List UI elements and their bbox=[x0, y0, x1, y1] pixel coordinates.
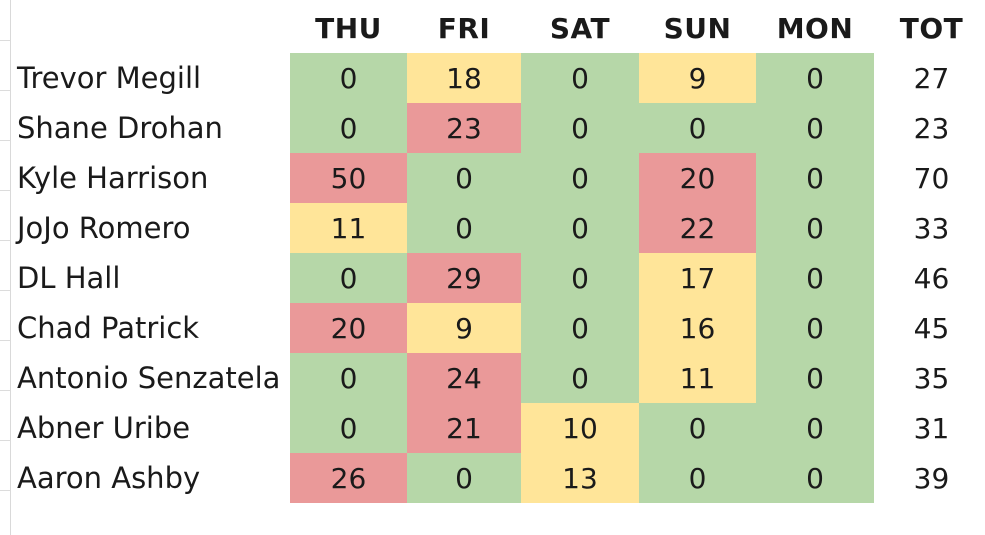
innings-table: THU FRI SAT SUN MON TOT Trevor Megill 0 18… bbox=[10, 3, 985, 503]
header-thu[interactable]: THU bbox=[315, 11, 382, 45]
value-cell-fri[interactable]: 18 bbox=[407, 53, 521, 103]
total-cell[interactable]: 35 bbox=[913, 361, 950, 395]
header-sat[interactable]: SAT bbox=[549, 11, 611, 45]
value-cell-fri[interactable]: 0 bbox=[407, 153, 521, 203]
value-cell-sun[interactable]: 17 bbox=[639, 253, 756, 303]
total-cell[interactable]: 33 bbox=[913, 211, 950, 245]
value-cell-mon[interactable]: 0 bbox=[756, 303, 874, 353]
value-cell-fri[interactable]: 0 bbox=[407, 453, 521, 503]
value-cell-thu[interactable]: 0 bbox=[290, 103, 407, 153]
value-cell-mon[interactable]: 0 bbox=[756, 203, 874, 253]
corner-cell[interactable] bbox=[10, 3, 290, 53]
value-cell-fri[interactable]: 0 bbox=[407, 203, 521, 253]
value-cell-sun[interactable]: 22 bbox=[639, 203, 756, 253]
value-cell-sat[interactable]: 0 bbox=[521, 353, 639, 403]
total-cell[interactable]: 70 bbox=[913, 161, 950, 195]
player-name-cell[interactable]: Aaron Ashby bbox=[17, 461, 201, 495]
value-cell-mon[interactable]: 0 bbox=[756, 153, 874, 203]
value-cell-sat[interactable]: 0 bbox=[521, 53, 639, 103]
total-cell[interactable]: 45 bbox=[913, 311, 950, 345]
header-fri[interactable]: FRI bbox=[437, 11, 491, 45]
player-name-cell[interactable]: Shane Drohan bbox=[17, 111, 223, 145]
value-cell-sat[interactable]: 0 bbox=[521, 303, 639, 353]
value-cell-fri[interactable]: 24 bbox=[407, 353, 521, 403]
header-tot[interactable]: TOT bbox=[899, 11, 964, 45]
player-name-cell[interactable]: Chad Patrick bbox=[17, 311, 200, 345]
row-header-strip[interactable] bbox=[0, 0, 11, 535]
value-cell-sat[interactable]: 0 bbox=[521, 153, 639, 203]
player-name-cell[interactable]: Kyle Harrison bbox=[17, 161, 209, 195]
value-cell-sun[interactable]: 11 bbox=[639, 353, 756, 403]
value-cell-thu[interactable]: 50 bbox=[290, 153, 407, 203]
value-cell-mon[interactable]: 0 bbox=[756, 103, 874, 153]
value-cell-sat[interactable]: 13 bbox=[521, 453, 639, 503]
value-cell-sat[interactable]: 0 bbox=[521, 253, 639, 303]
value-cell-fri[interactable]: 23 bbox=[407, 103, 521, 153]
value-cell-thu[interactable]: 0 bbox=[290, 403, 407, 453]
player-name-cell[interactable]: DL Hall bbox=[17, 261, 121, 295]
value-cell-mon[interactable]: 0 bbox=[756, 353, 874, 403]
value-cell-mon[interactable]: 0 bbox=[756, 53, 874, 103]
total-cell[interactable]: 27 bbox=[913, 61, 950, 95]
total-cell[interactable]: 31 bbox=[913, 411, 950, 445]
player-name-cell[interactable]: Trevor Megill bbox=[17, 61, 202, 95]
value-cell-sun[interactable]: 0 bbox=[639, 403, 756, 453]
player-name-cell[interactable]: JoJo Romero bbox=[17, 211, 191, 245]
value-cell-mon[interactable]: 0 bbox=[756, 253, 874, 303]
row-header-gridlines bbox=[0, 0, 10, 535]
value-cell-fri[interactable]: 29 bbox=[407, 253, 521, 303]
value-cell-thu[interactable]: 0 bbox=[290, 253, 407, 303]
value-cell-sun[interactable]: 16 bbox=[639, 303, 756, 353]
value-cell-thu[interactable]: 0 bbox=[290, 353, 407, 403]
value-cell-sun[interactable]: 20 bbox=[639, 153, 756, 203]
value-cell-sun[interactable]: 0 bbox=[639, 453, 756, 503]
value-cell-thu[interactable]: 20 bbox=[290, 303, 407, 353]
player-name-cell[interactable]: Antonio Senzatela bbox=[17, 361, 281, 395]
player-name-cell[interactable]: Abner Uribe bbox=[17, 411, 191, 445]
value-cell-fri[interactable]: 21 bbox=[407, 403, 521, 453]
value-cell-sat[interactable]: 0 bbox=[521, 103, 639, 153]
total-cell[interactable]: 46 bbox=[913, 261, 950, 295]
header-sun[interactable]: SUN bbox=[663, 11, 732, 45]
header-mon[interactable]: MON bbox=[776, 11, 854, 45]
value-cell-thu[interactable]: 11 bbox=[290, 203, 407, 253]
value-cell-sat[interactable]: 10 bbox=[521, 403, 639, 453]
value-cell-thu[interactable]: 0 bbox=[290, 53, 407, 103]
value-cell-mon[interactable]: 0 bbox=[756, 453, 874, 503]
value-cell-sat[interactable]: 0 bbox=[521, 203, 639, 253]
total-cell[interactable]: 23 bbox=[913, 111, 950, 145]
total-cell[interactable]: 39 bbox=[913, 461, 950, 495]
value-cell-sun[interactable]: 0 bbox=[639, 103, 756, 153]
value-cell-mon[interactable]: 0 bbox=[756, 403, 874, 453]
value-cell-sun[interactable]: 9 bbox=[639, 53, 756, 103]
value-cell-fri[interactable]: 9 bbox=[407, 303, 521, 353]
value-cell-thu[interactable]: 26 bbox=[290, 453, 407, 503]
